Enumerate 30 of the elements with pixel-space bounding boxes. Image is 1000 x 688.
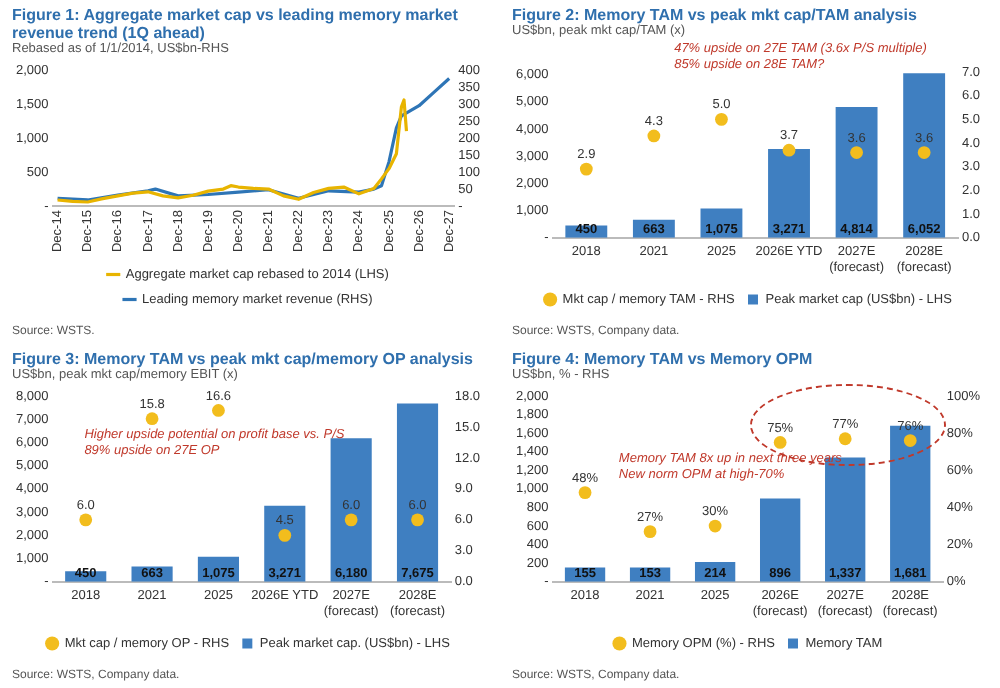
bar bbox=[396, 403, 439, 582]
bar bbox=[890, 425, 931, 582]
bar bbox=[264, 505, 306, 582]
bar bbox=[835, 106, 878, 238]
point bbox=[708, 519, 722, 533]
point bbox=[903, 434, 917, 447]
bar bbox=[760, 498, 801, 582]
point bbox=[643, 525, 657, 539]
point bbox=[773, 436, 787, 449]
point bbox=[79, 513, 93, 527]
bar bbox=[903, 73, 946, 238]
point bbox=[782, 143, 796, 157]
chart-title: Figure 2: Memory TAM vs peak mkt cap/TAM analysis bbox=[512, 6, 919, 24]
chart-title: Figure 1: Aggregate market cap vs leading memory market revenue trend (1Q ahead) bbox=[12, 6, 460, 42]
point bbox=[850, 146, 863, 159]
point bbox=[212, 404, 225, 417]
point bbox=[578, 486, 592, 500]
point bbox=[344, 513, 358, 527]
point bbox=[145, 412, 159, 426]
bar bbox=[330, 438, 372, 582]
point bbox=[411, 513, 424, 527]
point bbox=[838, 432, 852, 446]
point bbox=[715, 112, 728, 126]
point bbox=[278, 528, 292, 542]
bar bbox=[768, 148, 810, 238]
chart-title: Figure 3: Memory TAM vs peak mkt cap/memory OP analysis bbox=[12, 350, 475, 368]
point bbox=[647, 129, 661, 143]
point bbox=[579, 162, 593, 176]
point bbox=[917, 146, 931, 159]
chart-title: Figure 4: Memory TAM vs Memory OPM bbox=[512, 350, 815, 368]
